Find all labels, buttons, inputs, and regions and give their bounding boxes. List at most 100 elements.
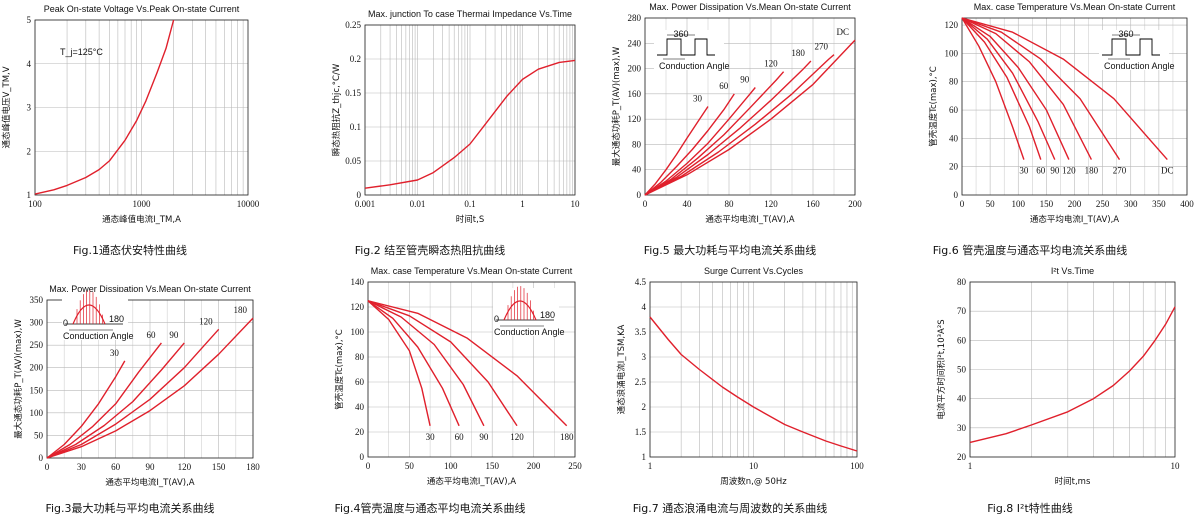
fig4-series-label: 120 (510, 432, 524, 442)
fig4-ytick: 140 (351, 277, 365, 287)
fig6-series-30 (961, 17, 1025, 160)
fig6-series-label: 270 (1113, 166, 1127, 176)
fig8-ytick: 80 (957, 277, 967, 287)
fig3-series-label: 180 (234, 305, 248, 315)
fig6-ytick: 120 (945, 20, 959, 30)
fig1-caption: Fig.1通态伏安特性曲线 (73, 243, 187, 257)
fig2-series-curve (364, 59, 576, 189)
fig1-xtick: 100 (28, 199, 42, 209)
fig5-xtick: 160 (806, 199, 820, 209)
fig4-svg: Max. case Temperature Vs.Mean On-state C… (334, 266, 582, 515)
fig4-panel: Max. case Temperature Vs.Mean On-state C… (300, 262, 600, 520)
fig5-waveform-inset: 360 Conduction Angle (654, 29, 730, 71)
fig5-series-label: 270 (815, 42, 829, 52)
fig8-xtick: 1 (968, 461, 973, 471)
fig4-ylabel: 管壳温度Tc(max),°C (334, 329, 345, 410)
fig7-caption: Fig.7 通态浪涌电流与周波数的关系曲线 (633, 501, 828, 515)
fig3-xtick: 120 (178, 462, 192, 472)
fig3-angle-start: 0 (63, 318, 68, 328)
fig7-ytick: 1.5 (635, 427, 647, 437)
fig5-ytick: 40 (632, 165, 642, 175)
fig6-title: Max. case Temperature Vs.Mean On-state C… (974, 2, 1176, 12)
fig8-xtick: 10 (1171, 461, 1181, 471)
fig5-xtick: 200 (848, 199, 862, 209)
fig7-ytick: 3 (642, 352, 647, 362)
fig6-xtick: 0 (960, 199, 965, 209)
fig3-panel: Max. Power Dissipation Vs.Mean On-state … (0, 262, 300, 520)
fig2-xtick: 0.1 (464, 199, 475, 209)
fig8-series-curve (969, 306, 1176, 444)
fig1-panel: Peak On-state Voltage Vs.Peak On-state C… (0, 0, 300, 262)
fig4-series-label: 30 (426, 432, 436, 442)
fig6-xlabel: 通态平均电流I_T(AV),A (1030, 214, 1119, 225)
fig8-xlabel: 时间t,ms (1055, 476, 1091, 487)
fig2-title: Max. junction To case Thermai Impedance … (368, 9, 572, 19)
fig4-caption: Fig.4管壳温度与通态平均电流关系曲线 (334, 501, 525, 515)
fig5-series-label: 60 (719, 81, 729, 91)
fig5-series-60 (644, 93, 735, 196)
fig1-ytick: 1 (27, 190, 32, 200)
fig3-series-90 (46, 342, 185, 459)
fig5-caption: Fig.5 最大功耗与平均电流关系曲线 (644, 243, 817, 257)
fig5-xtick: 0 (643, 199, 648, 209)
fig6-period-label: 360 (1118, 29, 1133, 39)
fig3-xtick: 60 (111, 462, 121, 472)
fig4-xtick: 250 (568, 461, 582, 471)
fig4-xtick: 100 (444, 461, 458, 471)
fig2-grid (364, 24, 575, 196)
fig2-ytick: 0.25 (345, 20, 361, 30)
fig3-series-180 (46, 317, 254, 459)
fig7-svg: Surge Current Vs.Cycles 1 10 100 1 1.5 2 2.5 3 3.… (616, 266, 864, 515)
fig6-ytick: 60 (949, 105, 959, 115)
fig5-series-90 (644, 87, 756, 196)
fig7-ytick: 2.5 (635, 377, 647, 387)
fig3-xtick: 90 (146, 462, 156, 472)
fig6-series-120 (961, 17, 1070, 160)
fig4-ytick: 100 (351, 327, 365, 337)
fig6-series-label: 60 (1036, 166, 1046, 176)
fig4-series-180 (367, 300, 568, 427)
fig5-series-label: DC (836, 27, 849, 37)
fig3-xtick: 180 (246, 462, 260, 472)
fig8-grid (969, 281, 1175, 458)
fig2-xtick: 0.001 (355, 199, 375, 209)
fig4-ytick: 120 (351, 302, 365, 312)
fig5-series-label: 180 (791, 48, 805, 58)
fig2-xtick: 10 (571, 199, 581, 209)
fig7-ytick: 4.5 (635, 277, 647, 287)
fig6-series-label: 90 (1050, 166, 1060, 176)
fig8-ytick: 40 (957, 394, 967, 404)
fig5-ytick: 200 (628, 64, 642, 74)
fig4-series-30 (367, 300, 431, 426)
fig6-svg: Max. case Temperature Vs.Mean On-state C… (928, 2, 1194, 257)
fig1-xtick: 10000 (237, 199, 260, 209)
fig4-ytick: 20 (355, 427, 365, 437)
fig6-series-DC (961, 17, 1168, 161)
fig3-ytick: 350 (30, 295, 44, 305)
fig1-svg: Peak On-state Voltage Vs.Peak On-state C… (1, 4, 260, 257)
fig4-xtick: 50 (405, 461, 415, 471)
fig7-xlabel: 周波数n,@ 50Hz (720, 476, 787, 487)
fig2-caption: Fig.2 结至管壳瞬态热阻抗曲线 (355, 243, 506, 257)
fig1-ylabel: 通态峰值电压V_TM,V (1, 66, 12, 148)
fig6-series-label: DC (1161, 166, 1174, 176)
fig2-svg: Max. junction To case Thermai Impedance … (331, 9, 581, 257)
fig5-xtick: 40 (683, 199, 693, 209)
fig3-ytick: 200 (30, 363, 44, 373)
fig5-xtick: 80 (725, 199, 735, 209)
fig4-angle-start: 0 (494, 314, 499, 324)
fig5-series-label: 90 (740, 75, 750, 85)
fig5-series-270 (644, 54, 835, 196)
fig5-ytick: 240 (628, 38, 642, 48)
fig6-xtick: 400 (1180, 199, 1194, 209)
fig3-conduction-angle-label: Conduction Angle (63, 331, 134, 341)
fig5-conduction-angle-label: Conduction Angle (659, 61, 730, 71)
fig5-xtick: 120 (764, 199, 778, 209)
fig1-ytick: 2 (27, 146, 32, 156)
fig3-xtick: 0 (45, 462, 50, 472)
fig3-series-label: 30 (110, 348, 120, 358)
fig5-ytick: 80 (632, 139, 642, 149)
fig6-series-label: 30 (1019, 166, 1029, 176)
fig8-caption: Fig.8 I²t特性曲线 (987, 501, 1073, 515)
